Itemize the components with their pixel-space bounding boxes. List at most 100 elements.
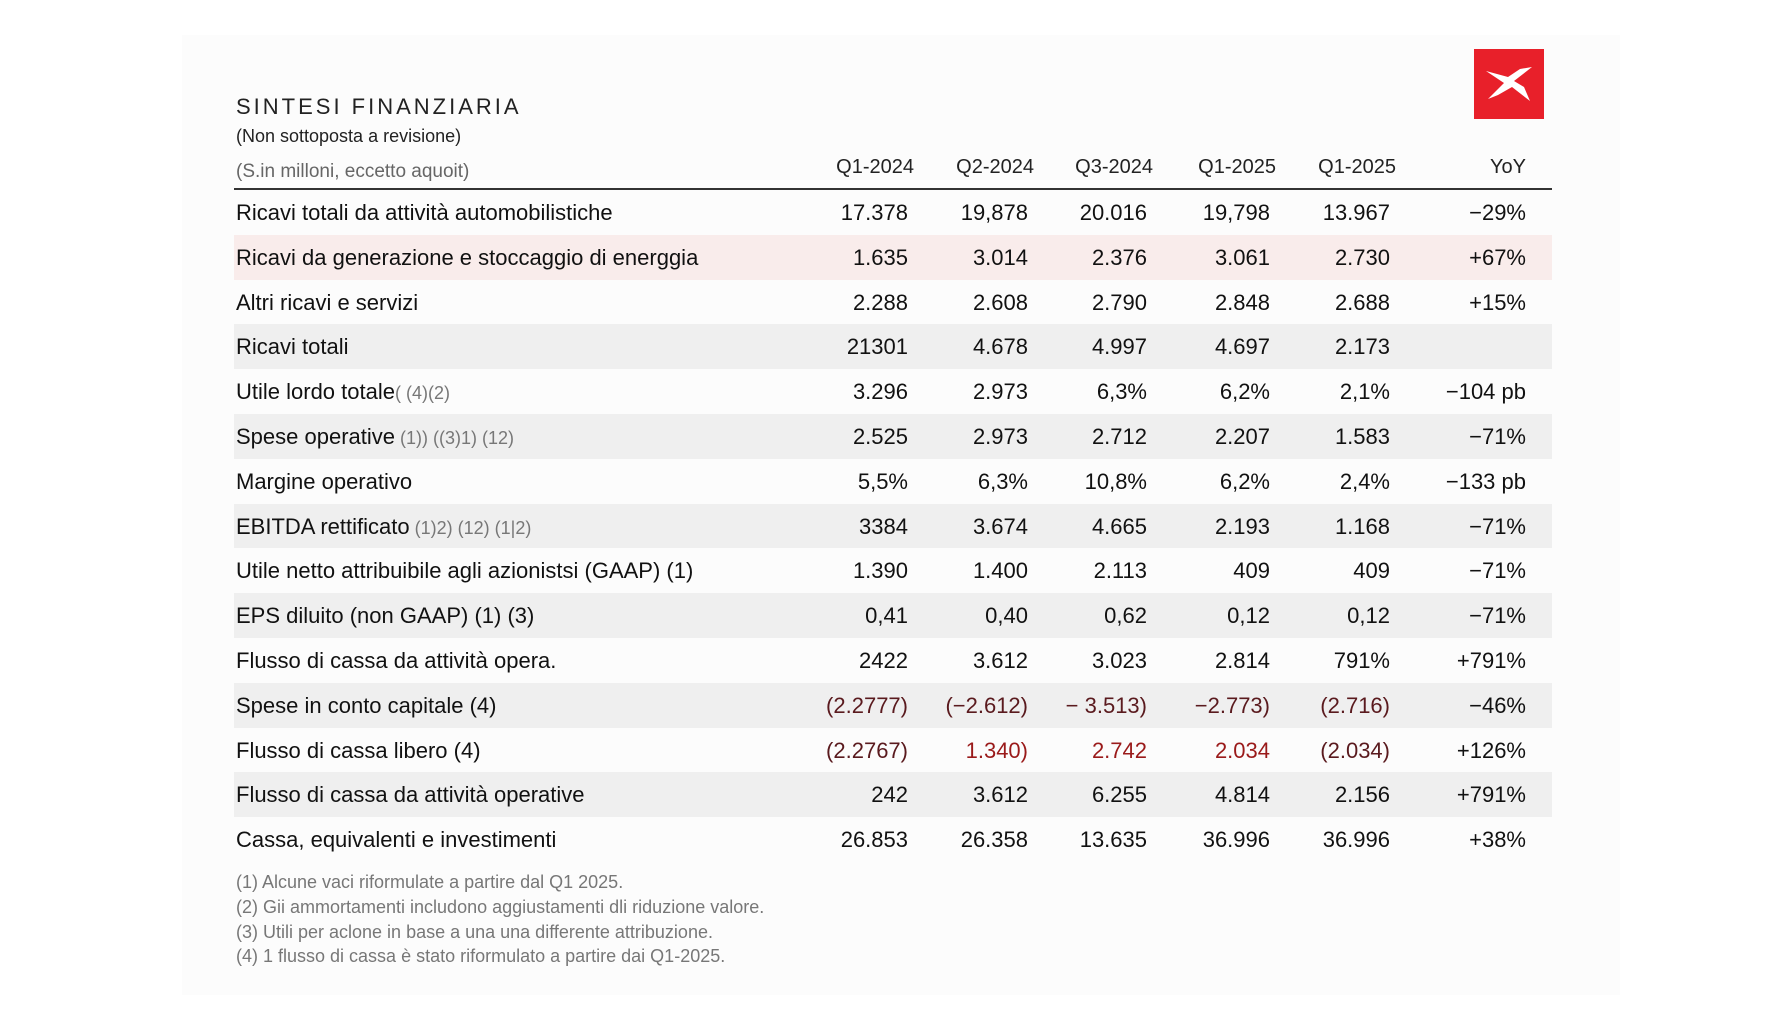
row-label-text: Utile netto attribuibile agli azionistsi…: [236, 558, 694, 584]
table-row: Altri ricavi e servizi 2.288 2.608 2.790 2.8…: [234, 280, 1552, 325]
cell-value: 2,1%: [1339, 379, 1390, 405]
footnote: (4) 1 flusso di cassa è stato riformulat…: [236, 946, 726, 966]
cell-value: 26.358: [960, 827, 1028, 853]
row-label-text: Flusso di cassa da attività opera.: [236, 647, 557, 673]
page-title: SINTESI FINANZIARIA: [236, 94, 522, 119]
cell-value: 6,3%: [977, 468, 1028, 494]
table-row: Flusso di cassa libero (4) (2.2767) 1.340)…: [234, 728, 1552, 773]
table-row: EPS diluito (non GAAP) (1) (3) 0,41 0,40 0,…: [234, 593, 1552, 638]
column-header: Q2-2024: [956, 156, 1034, 178]
cell-value: (2.034): [1320, 737, 1390, 763]
cell-value: 2,4%: [1339, 468, 1390, 494]
cell-value: +791%: [1456, 647, 1526, 673]
row-label: Flusso di cassa da attività opera.: [236, 648, 556, 674]
cell-value: 0,12: [1347, 603, 1390, 629]
cell-value: 2.973: [972, 379, 1028, 405]
row-label: EBITDA rettificato (1)2) (12) (1|2): [236, 514, 531, 540]
cell-value: 13.967: [1322, 200, 1390, 225]
cell-value: 2.790: [1091, 289, 1147, 315]
cell-value: −46%: [1469, 692, 1526, 718]
table-row: Utile netto attribuibile agli azionistsi…: [234, 548, 1552, 593]
cell-value: 2.730: [1334, 244, 1390, 270]
cell-value: −104 pb: [1445, 379, 1526, 405]
cell-value: +67%: [1469, 244, 1526, 270]
cell-value: 791%: [1333, 647, 1390, 673]
cell-value: 4.697: [1214, 334, 1270, 360]
cell-value: 36.996: [1202, 827, 1270, 853]
row-label: EPS diluito (non GAAP) (1) (3): [236, 603, 534, 629]
row-label: Ricavi da generazione e stoccaggio di en…: [236, 245, 698, 271]
cell-value: 4.814: [1214, 782, 1270, 808]
table-row: Cassa, equivalenti e investimenti 26.853 2…: [234, 817, 1552, 862]
cell-value: 3.061: [1214, 244, 1270, 270]
row-label: Flusso di cassa libero (4): [236, 738, 481, 764]
row-label-text: Flusso di cassa da attività operative: [236, 782, 585, 808]
table-row: Margine operativo 5,5% 6,3% 10,8% 6,2% 2,4% −1…: [234, 459, 1552, 504]
column-header: YoY: [1490, 156, 1526, 178]
cell-value: 3.296: [852, 379, 908, 405]
cell-value: 3.023: [1091, 647, 1147, 673]
cell-value: 2422: [859, 647, 908, 673]
cell-value: 0,62: [1104, 603, 1147, 629]
cell-value: 2.608: [972, 289, 1028, 315]
row-label-text: Ricavi totali: [236, 334, 349, 360]
cell-value: 36.996: [1322, 827, 1390, 853]
cell-value: 3.674: [972, 513, 1028, 539]
cell-value: 2.288: [852, 289, 908, 315]
footnote: (1) Alcune vaci riformulate a partire da…: [236, 872, 624, 892]
table-row: Ricavi totali 21301 4.678 4.997 4.697 2.173: [234, 324, 1552, 370]
cell-value: −71%: [1469, 423, 1526, 449]
row-label: Cassa, equivalenti e investimenti: [236, 827, 556, 853]
row-label-text: Margine operativo: [236, 468, 413, 494]
cell-value: 409: [1353, 558, 1390, 584]
table-row: Ricavi da generazione e stoccaggio di en…: [234, 234, 1552, 280]
cell-value: 3.014: [972, 244, 1028, 270]
column-header: Q3-2024: [1075, 156, 1153, 178]
footnote-ref: (1)2) (12) (1|2): [409, 517, 532, 538]
cell-value: 0,41: [865, 603, 908, 629]
cell-value: 26.853: [840, 827, 908, 853]
table-row: Spese operative (1)) ((3)1) (12) 2.525 2.9…: [234, 413, 1552, 459]
cell-value: 4.678: [972, 334, 1028, 360]
x-logo-icon: [1474, 49, 1544, 119]
cell-value: 2.376: [1091, 244, 1147, 270]
cell-value: 2.113: [1093, 558, 1147, 584]
row-label-text: Cassa, equivalenti e investimenti: [236, 827, 557, 853]
cell-value: 2.848: [1214, 289, 1270, 315]
column-header: Q1-2025: [1318, 156, 1396, 178]
footnote: (3) Utili per aclone in base a una una d…: [236, 922, 713, 942]
cell-value: 6,2%: [1219, 468, 1270, 494]
row-label-text: Spese operative: [236, 423, 395, 449]
cell-value: −2.773): [1194, 692, 1270, 718]
row-label-text: Ricavi da generazione e stoccaggio di en…: [236, 244, 699, 270]
cell-value: 1.168: [1334, 513, 1390, 539]
row-label-text: Utile lordo totale: [236, 379, 395, 405]
cell-value: 6,2%: [1219, 379, 1270, 405]
cell-value: 3.612: [972, 782, 1028, 808]
units-note: (S.in milloni, eccetto aquoit): [236, 161, 470, 182]
footnote-ref: (1)) ((3)1) (12): [395, 427, 515, 448]
cell-value: 4.665: [1091, 513, 1147, 539]
cell-value: (2.716): [1320, 692, 1390, 718]
cell-value: −71%: [1469, 513, 1526, 539]
table-row: Utile lordo totale( (4)(2) 3.296 2.973 6,3%…: [234, 369, 1552, 414]
cell-value: 2.712: [1091, 423, 1147, 449]
cell-value: +791%: [1456, 782, 1526, 808]
cell-value: 6,3%: [1096, 379, 1147, 405]
row-label: Ricavi totali da attività automobilistic…: [236, 200, 613, 226]
cell-value: 19,798: [1202, 200, 1270, 225]
cell-value: 4.997: [1091, 334, 1147, 360]
row-label: Spese operative (1)) ((3)1) (12): [236, 424, 514, 450]
cell-value: 1.340): [965, 737, 1028, 763]
cell-value: 1.390: [852, 558, 908, 584]
row-label-text: Flusso di cassa libero (4): [236, 737, 481, 763]
cell-value: 3384: [859, 513, 908, 539]
cell-value: +38%: [1469, 827, 1526, 853]
cell-value: +15%: [1469, 289, 1526, 315]
table-row: Spese in conto capitale (4) (2.2777) (−2.6…: [234, 682, 1552, 728]
table-row: EBITDA rettificato (1)2) (12) (1|2) 3384 3…: [234, 503, 1552, 549]
cell-value: 6.255: [1091, 782, 1147, 808]
cell-value: 21301: [846, 334, 908, 360]
row-label: Altri ricavi e servizi: [236, 290, 418, 316]
cell-value: 1.635: [852, 244, 908, 270]
